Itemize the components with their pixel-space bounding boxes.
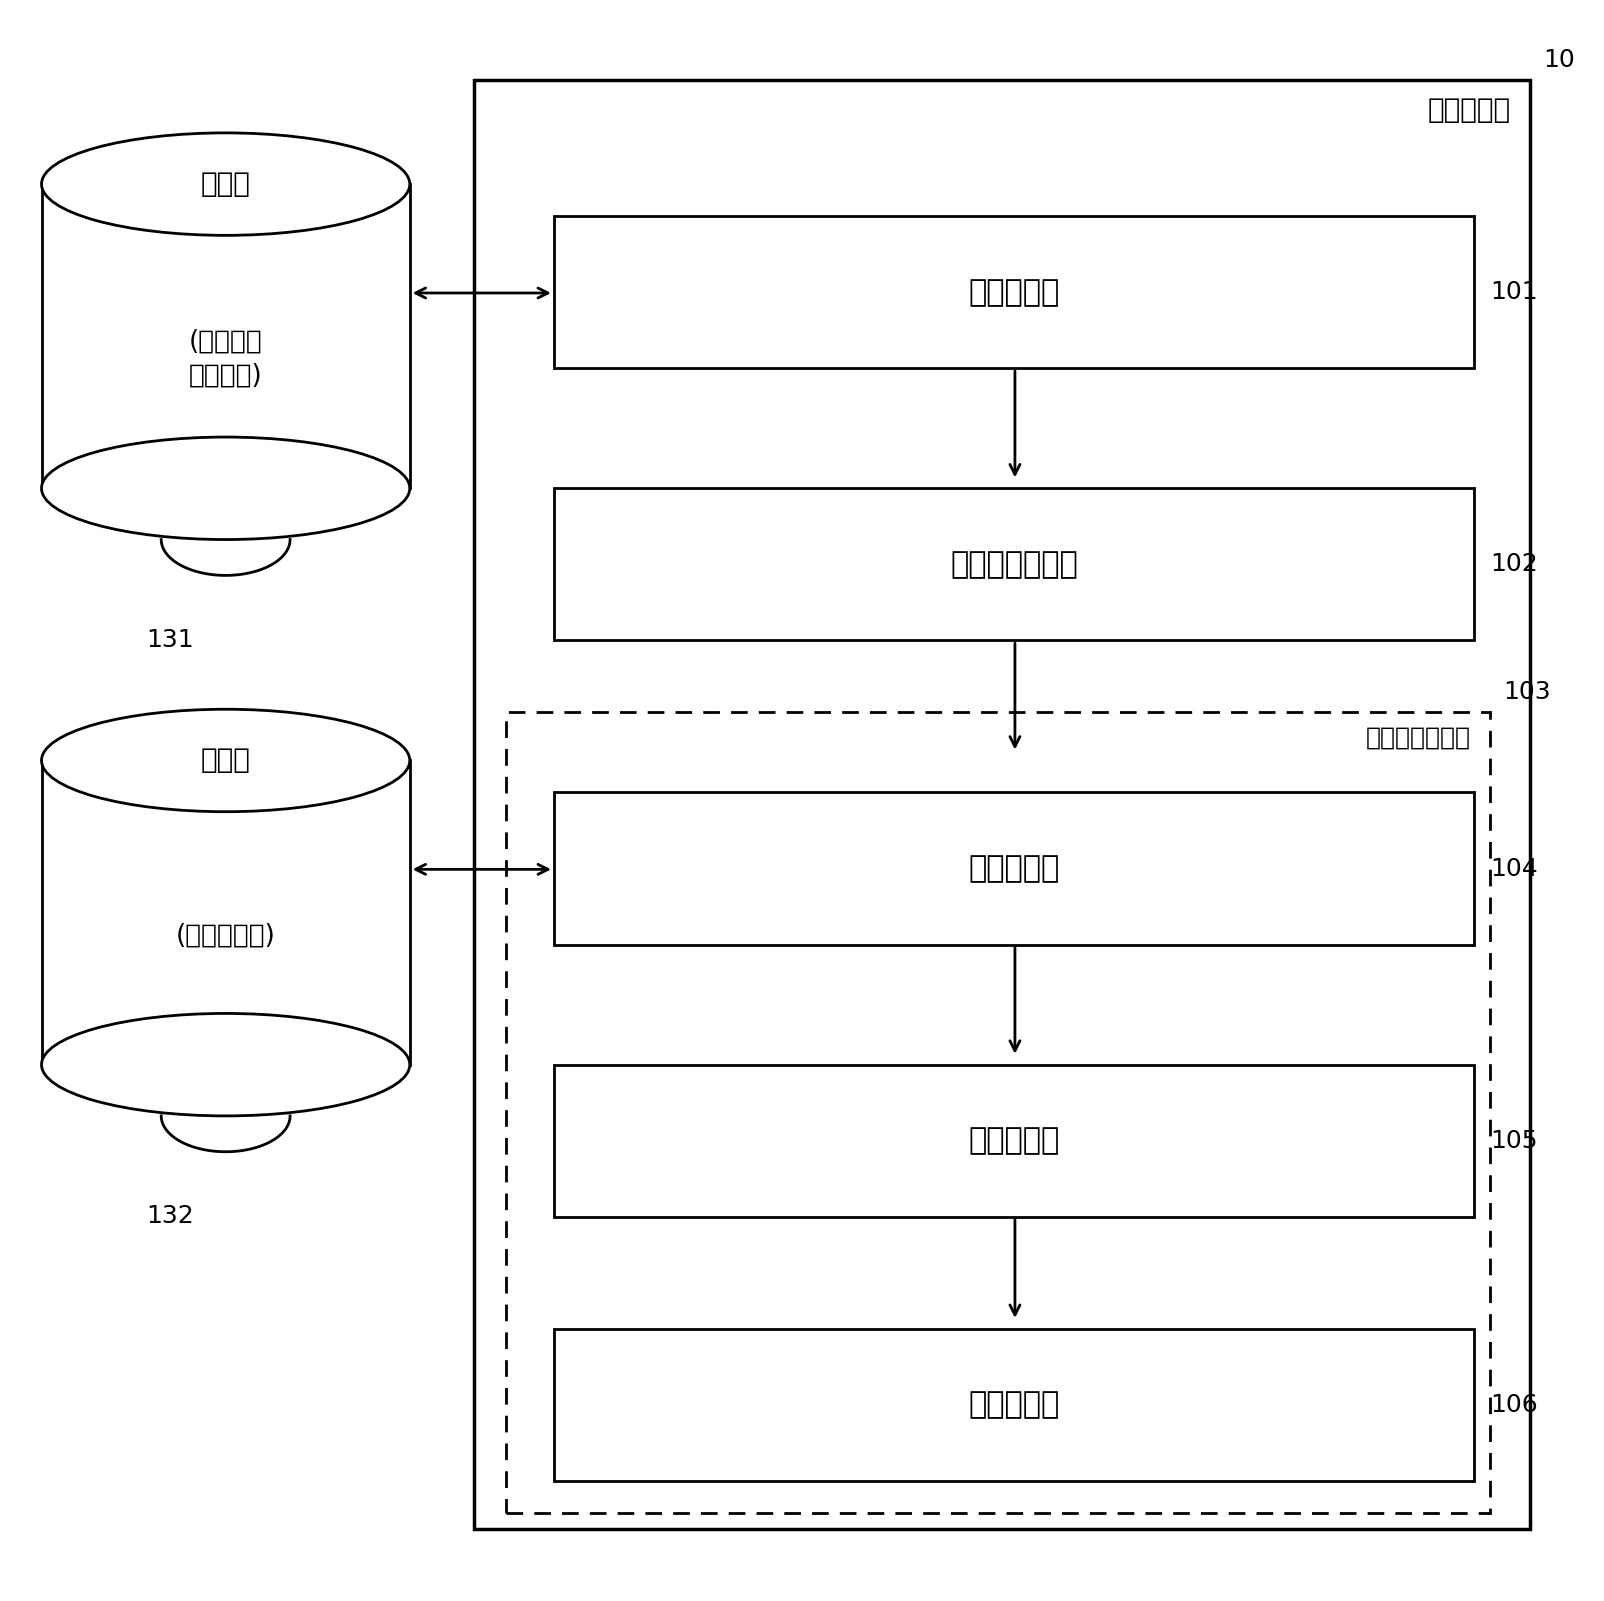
Ellipse shape: [42, 1013, 409, 1116]
Text: 区域决定部: 区域决定部: [969, 1390, 1060, 1420]
Bar: [553, 792, 1474, 945]
Bar: [42, 760, 409, 1065]
Text: (直方图数据): (直方图数据): [176, 922, 276, 948]
Bar: [553, 216, 1474, 368]
Text: 103: 103: [1503, 680, 1551, 704]
Bar: [42, 184, 409, 488]
Text: 临时区域设定部: 临时区域设定部: [950, 549, 1078, 580]
Text: 104: 104: [1490, 857, 1538, 881]
Text: 存储器: 存储器: [200, 170, 250, 199]
Ellipse shape: [42, 437, 409, 540]
Text: 101: 101: [1490, 280, 1538, 304]
Bar: [553, 1065, 1474, 1217]
Text: 存储器: 存储器: [200, 746, 250, 775]
Text: 人物区域决定部: 人物区域决定部: [1367, 725, 1471, 749]
Text: 102: 102: [1490, 552, 1538, 576]
Ellipse shape: [42, 133, 409, 235]
Text: 脸部检测部: 脸部检测部: [969, 277, 1060, 307]
Bar: [553, 488, 1474, 640]
Bar: [473, 80, 1530, 1529]
Text: 105: 105: [1490, 1129, 1538, 1153]
Bar: [553, 1329, 1474, 1481]
Text: 10: 10: [1543, 48, 1575, 72]
Text: 131: 131: [146, 628, 194, 652]
Text: 区域调整部: 区域调整部: [969, 1126, 1060, 1156]
Text: 特征提取部: 特征提取部: [969, 853, 1060, 884]
Text: 106: 106: [1490, 1393, 1538, 1417]
Text: 区域提取部: 区域提取部: [1428, 96, 1511, 123]
Bar: [505, 712, 1490, 1513]
Ellipse shape: [42, 709, 409, 812]
Text: 132: 132: [146, 1204, 194, 1228]
Text: (脸部特征
图案数据): (脸部特征 图案数据): [189, 330, 263, 389]
